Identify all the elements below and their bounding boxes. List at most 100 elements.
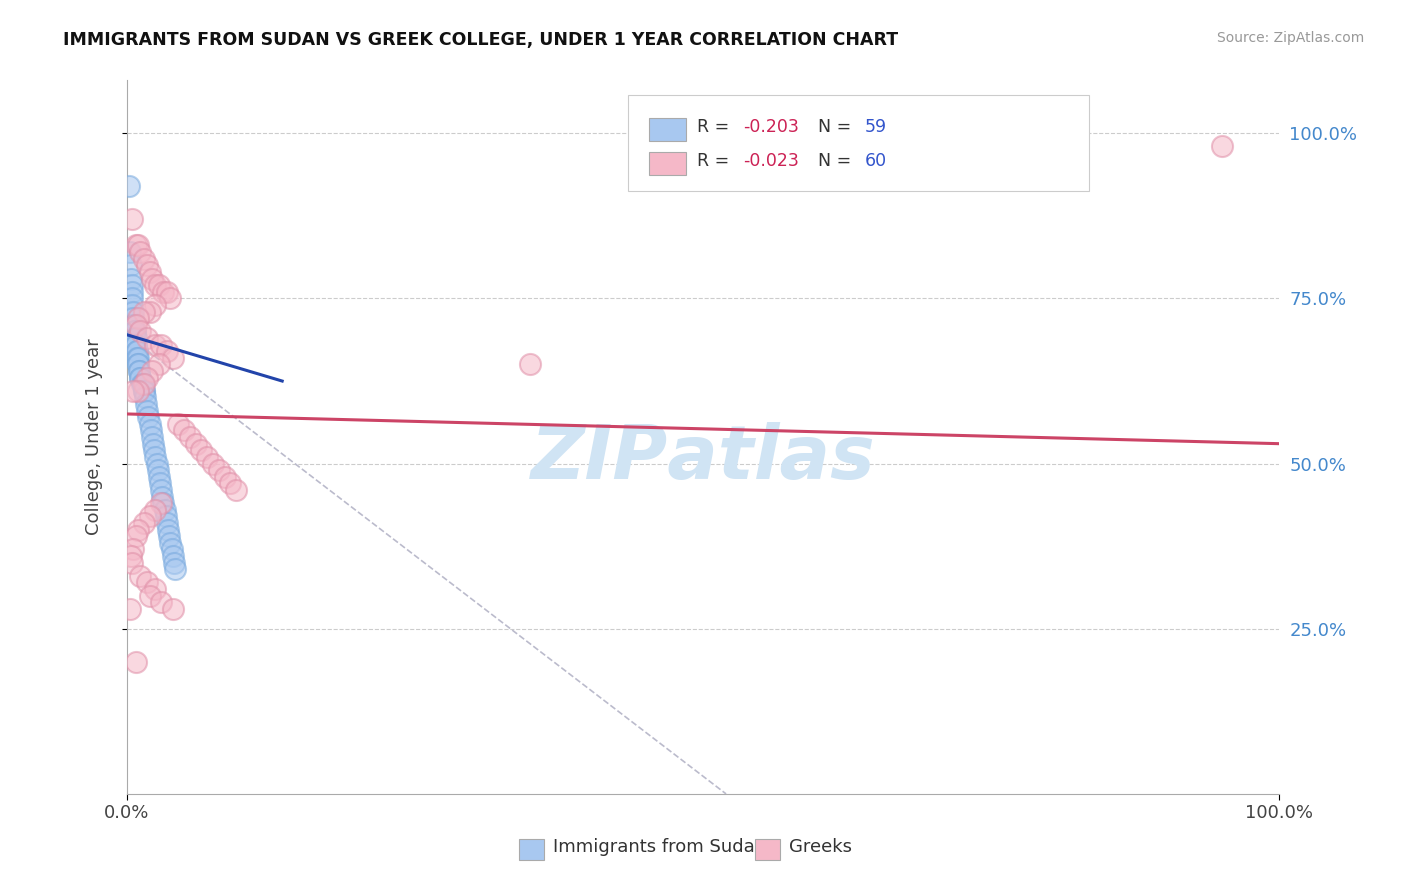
Point (132, 377, 155, 392)
Point (162, 549, 184, 563)
Point (145, 298, 166, 312)
Point (219, 476, 242, 491)
Text: Greeks: Greeks (790, 838, 852, 856)
Text: IMMIGRANTS FROM SUDAN VS GREEK COLLEGE, UNDER 1 YEAR CORRELATION CHART: IMMIGRANTS FROM SUDAN VS GREEK COLLEGE, … (63, 31, 898, 49)
Point (145, 278, 166, 293)
Point (159, 291, 181, 305)
Point (153, 502, 176, 516)
Point (125, 318, 148, 332)
Point (125, 655, 148, 669)
Point (121, 285, 143, 299)
Point (865, 139, 887, 153)
Point (122, 304, 145, 318)
Text: -0.023: -0.023 (744, 152, 799, 169)
Point (214, 469, 236, 483)
Text: 60: 60 (865, 152, 887, 169)
Point (519, 358, 541, 372)
Point (145, 502, 166, 516)
Point (145, 582, 166, 596)
Point (118, 602, 141, 616)
Point (148, 469, 170, 483)
Point (132, 252, 155, 266)
Point (138, 265, 160, 279)
Point (145, 450, 166, 464)
Point (132, 384, 155, 398)
Point (173, 424, 195, 438)
Point (122, 318, 145, 332)
Point (202, 457, 225, 471)
Point (122, 311, 145, 326)
Point (149, 476, 172, 491)
Point (225, 483, 247, 497)
FancyBboxPatch shape (628, 95, 1090, 191)
Point (157, 523, 180, 537)
Point (125, 331, 148, 345)
Bar (519, 838, 544, 860)
Point (124, 324, 146, 338)
Point (179, 430, 201, 444)
Point (132, 516, 155, 530)
Point (150, 595, 173, 609)
Point (156, 516, 179, 530)
Point (138, 509, 160, 524)
Point (120, 549, 142, 563)
Point (121, 298, 143, 312)
Point (121, 556, 143, 570)
Point (136, 258, 159, 272)
Point (125, 337, 148, 351)
Text: 59: 59 (865, 118, 887, 136)
Point (148, 278, 170, 293)
Point (127, 384, 149, 398)
Text: N =: N = (818, 152, 858, 169)
Bar (648, 118, 686, 141)
Point (159, 536, 181, 550)
Point (127, 351, 149, 365)
Y-axis label: College, Under 1 year: College, Under 1 year (84, 339, 103, 535)
Point (125, 344, 148, 359)
Point (135, 397, 157, 411)
Point (139, 424, 162, 438)
Point (128, 364, 150, 378)
Point (131, 377, 153, 392)
Point (162, 602, 184, 616)
Point (150, 490, 173, 504)
Point (136, 370, 159, 384)
Point (129, 370, 152, 384)
Bar (755, 838, 780, 860)
Point (125, 529, 148, 543)
Point (132, 384, 155, 398)
Point (118, 179, 141, 194)
Point (125, 238, 148, 252)
Point (157, 529, 180, 543)
Point (125, 337, 148, 351)
Point (120, 258, 142, 272)
Point (136, 331, 159, 345)
Point (145, 457, 167, 471)
Point (134, 391, 156, 405)
Point (120, 271, 142, 285)
Point (136, 403, 159, 417)
Point (1211, 139, 1233, 153)
Text: R =: R = (697, 118, 735, 136)
Point (129, 324, 152, 338)
Point (156, 344, 179, 359)
Point (127, 311, 149, 326)
Point (129, 370, 152, 384)
Point (132, 304, 155, 318)
Point (138, 410, 160, 425)
Point (138, 304, 160, 318)
Point (124, 324, 146, 338)
Text: Immigrants from Sudan: Immigrants from Sudan (553, 838, 766, 856)
Point (127, 358, 149, 372)
Point (156, 285, 179, 299)
Point (141, 271, 163, 285)
Point (121, 278, 143, 293)
Point (150, 483, 173, 497)
Text: R =: R = (697, 152, 735, 169)
Point (122, 384, 145, 398)
Point (195, 450, 218, 464)
Point (138, 417, 160, 431)
Point (141, 364, 163, 378)
Point (145, 337, 166, 351)
Point (152, 496, 174, 510)
